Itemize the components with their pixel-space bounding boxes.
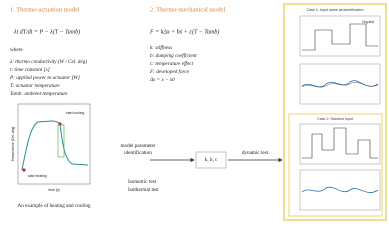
case-title: Case 2: Random input bbox=[317, 117, 353, 121]
plot-line bbox=[302, 23, 378, 51]
case2-frame bbox=[288, 113, 383, 217]
definition: P: applied power to actuator [W] bbox=[9, 75, 80, 81]
plot-line bbox=[301, 186, 379, 193]
highlight bbox=[57, 124, 65, 158]
texts: 1. Thermo-actuation model λt dT/dt = P − … bbox=[9, 6, 374, 209]
where-label: where bbox=[10, 47, 23, 53]
section-title: 2. Thermo-mechanical model bbox=[150, 6, 226, 13]
definition: Δx = x − x0 bbox=[149, 77, 175, 83]
legend: Org.test bbox=[362, 20, 374, 24]
equation: F = kΔx + bẋ + c(T − Tamb) bbox=[149, 28, 219, 35]
identification-label: identification bbox=[124, 149, 152, 156]
plot-line bbox=[302, 127, 378, 159]
marker bbox=[22, 168, 26, 172]
definition: F: developed force bbox=[149, 68, 190, 75]
dynamic-label: dynamic test bbox=[242, 150, 269, 156]
param-box bbox=[195, 151, 227, 169]
x-axis-label: time [s] bbox=[49, 188, 60, 192]
plot-frame bbox=[299, 123, 381, 165]
definition: T: actuator temperature bbox=[10, 83, 60, 89]
test-label: Isothermal test bbox=[128, 187, 159, 193]
case1-plots bbox=[299, 15, 381, 105]
annotation: start heating bbox=[28, 174, 47, 178]
parameters: k, b, c bbox=[205, 157, 218, 163]
definition: t: time constant [s] bbox=[10, 67, 50, 73]
plot-frame bbox=[17, 103, 91, 185]
definition: k: stiffness bbox=[150, 44, 172, 51]
figure: 1. Thermo-actuation model λt dT/dt = P − … bbox=[9, 3, 387, 221]
definition: Tamb: ambient temperature bbox=[10, 91, 68, 97]
definition: c: temperature effect bbox=[150, 60, 194, 67]
test-label: Isometric test bbox=[128, 179, 157, 185]
heating-cooling-plot bbox=[17, 103, 91, 185]
plot-frame bbox=[299, 169, 381, 211]
case2-plots bbox=[299, 123, 381, 211]
definition: b: damping coefficient bbox=[150, 52, 197, 59]
annotation: start cooling bbox=[66, 111, 84, 115]
plot-line bbox=[301, 82, 379, 88]
y-axis-label: Temperature [Cel. deg] bbox=[11, 127, 15, 162]
plot-line bbox=[301, 80, 379, 88]
section-title: 1. Thermo-actuation model bbox=[10, 6, 80, 13]
equation: λt dT/dt = P − λ(T − Tamb) bbox=[13, 28, 80, 35]
plot-frame bbox=[299, 15, 381, 57]
definition: λ: thermo conductivity (W / Cel. deg) bbox=[9, 58, 87, 65]
identification-label: model parameter bbox=[121, 143, 156, 149]
caption: An example of heating and cooling bbox=[17, 202, 90, 209]
case-title: Case 1: Input same as identification bbox=[307, 8, 364, 12]
plot-line bbox=[21, 120, 89, 171]
